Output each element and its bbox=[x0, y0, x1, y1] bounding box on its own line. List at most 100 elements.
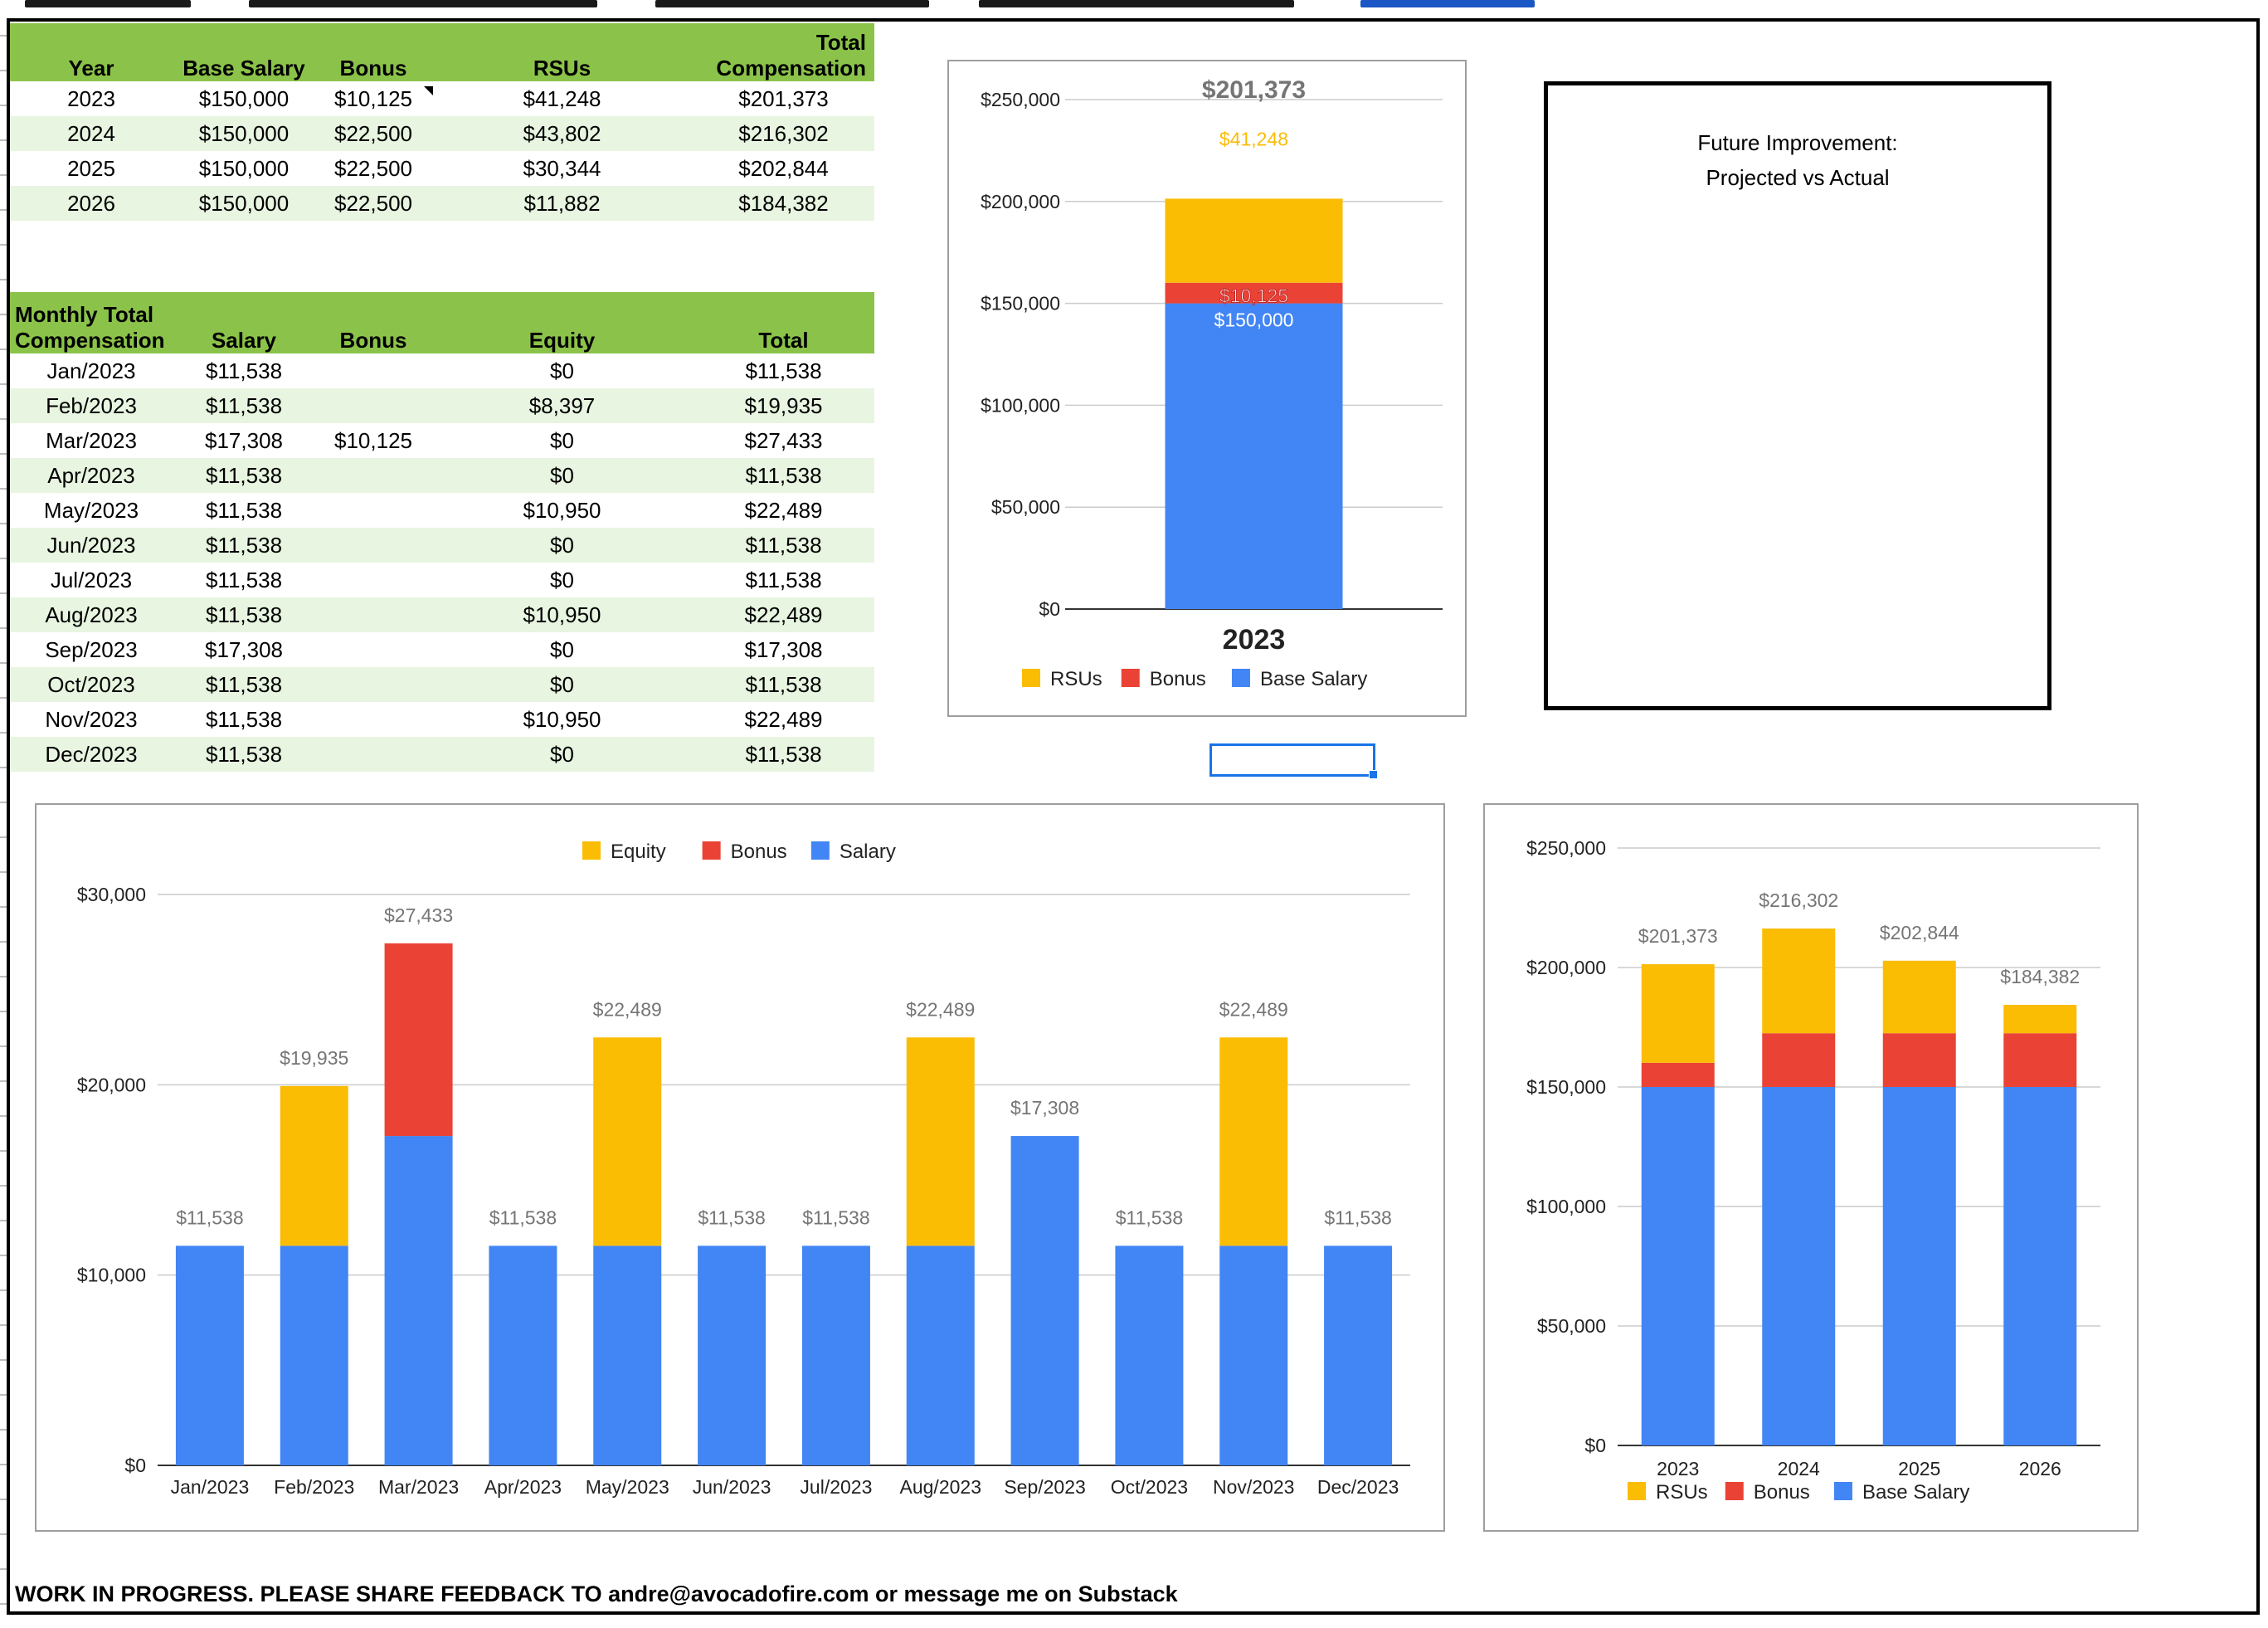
table-cell[interactable]: $11,538 bbox=[173, 597, 315, 632]
table-cell[interactable]: $0 bbox=[431, 667, 693, 702]
table-cell[interactable]: $0 bbox=[550, 567, 574, 592]
table-cell[interactable] bbox=[315, 458, 431, 493]
fill-handle[interactable] bbox=[1369, 770, 1378, 779]
table-cell[interactable]: Mar/2023 bbox=[46, 427, 137, 453]
header-equity[interactable]: Equity bbox=[431, 292, 693, 353]
table-row: 2026 $150,000 $22,500 $11,882 $184,382 bbox=[10, 186, 874, 221]
table-cell[interactable]: $10,125 bbox=[334, 427, 412, 453]
table-cell[interactable]: May/2023 bbox=[43, 497, 139, 523]
table-cell[interactable]: $17,308 bbox=[744, 636, 823, 662]
table-cell[interactable]: $19,935 bbox=[693, 388, 874, 423]
table-cell[interactable] bbox=[315, 702, 431, 737]
table-cell[interactable] bbox=[315, 493, 431, 528]
table-cell[interactable] bbox=[315, 528, 431, 563]
table-cell[interactable]: Nov/2023 bbox=[45, 706, 138, 732]
table-cell[interactable]: $43,802 bbox=[431, 116, 693, 151]
header-rsus[interactable]: RSUs bbox=[431, 23, 693, 81]
comment-indicator[interactable] bbox=[424, 86, 433, 95]
header-monthly-total-compensation[interactable]: Monthly Total Compensation bbox=[10, 292, 173, 353]
table-cell[interactable]: Dec/2023 bbox=[10, 737, 173, 772]
table-cell[interactable]: $0 bbox=[431, 737, 693, 772]
table-cell[interactable]: $11,538 bbox=[173, 528, 315, 563]
header-base-salary[interactable]: Base Salary bbox=[173, 23, 315, 81]
table-cell[interactable]: 2023 bbox=[67, 85, 115, 111]
table-cell[interactable]: $11,538 bbox=[173, 667, 315, 702]
table-cell[interactable]: $0 bbox=[550, 636, 574, 662]
table-cell[interactable]: $11,538 bbox=[205, 706, 283, 732]
table-cell[interactable]: $0 bbox=[431, 528, 693, 563]
table-cell[interactable]: $216,302 bbox=[693, 116, 874, 151]
header-year[interactable]: Year bbox=[10, 23, 173, 81]
table-cell[interactable]: $11,538 bbox=[173, 388, 315, 423]
header-total[interactable]: Total bbox=[693, 292, 874, 353]
row-gutter-mark bbox=[0, 871, 7, 873]
table-cell[interactable]: $10,950 bbox=[431, 597, 693, 632]
table-cell[interactable]: $150,000 bbox=[198, 155, 290, 181]
table-cell[interactable]: $201,373 bbox=[738, 85, 829, 111]
table-cell[interactable]: $11,538 bbox=[693, 667, 874, 702]
table-cell[interactable] bbox=[315, 388, 431, 423]
table-cell[interactable]: 2024 bbox=[10, 116, 173, 151]
table-cell[interactable]: $150,000 bbox=[173, 186, 315, 221]
table-cell[interactable]: $22,500 bbox=[315, 116, 431, 151]
table-cell[interactable]: $150,000 bbox=[198, 85, 290, 111]
table-cell[interactable]: Jan/2023 bbox=[46, 358, 136, 383]
table-cell[interactable]: 2026 bbox=[10, 186, 173, 221]
table-cell[interactable]: 2025 bbox=[67, 155, 115, 181]
row-gutter-mark bbox=[0, 802, 7, 803]
table-cell[interactable]: $22,500 bbox=[334, 155, 412, 181]
table-cell[interactable]: Feb/2023 bbox=[10, 388, 173, 423]
table-cell[interactable]: $11,538 bbox=[693, 737, 874, 772]
table-cell[interactable]: $22,500 bbox=[315, 186, 431, 221]
table-cell[interactable]: $150,000 bbox=[173, 116, 315, 151]
table-cell[interactable]: $10,950 bbox=[523, 706, 601, 732]
table-cell[interactable]: $11,538 bbox=[745, 358, 822, 383]
table-cell[interactable]: $11,538 bbox=[693, 528, 874, 563]
header-total-compensation[interactable]: Total Compensation bbox=[693, 23, 874, 81]
table-cell[interactable]: Sep/2023 bbox=[45, 636, 138, 662]
table-cell[interactable] bbox=[315, 563, 431, 597]
table-cell[interactable]: $11,538 bbox=[205, 567, 283, 592]
table-cell[interactable]: $27,433 bbox=[744, 427, 823, 453]
table-cell[interactable]: $8,397 bbox=[431, 388, 693, 423]
table-cell[interactable]: $11,538 bbox=[205, 358, 283, 383]
selected-cell[interactable] bbox=[1209, 743, 1378, 779]
chart-monthly-panel[interactable]: $0 $10,000 $20,000 $30,000 $11,538 Jan/2023 $1… bbox=[35, 803, 1445, 1532]
table-cell[interactable]: $17,308 bbox=[205, 427, 283, 453]
header-bonus[interactable]: Bonus bbox=[315, 23, 431, 81]
table-cell[interactable]: $202,844 bbox=[738, 155, 829, 181]
table-cell[interactable]: $11,538 bbox=[745, 567, 822, 592]
table-cell[interactable]: $22,489 bbox=[693, 597, 874, 632]
table-cell[interactable]: Oct/2023 bbox=[10, 667, 173, 702]
table-cell[interactable]: $41,248 bbox=[523, 85, 601, 111]
table-cell[interactable]: $22,489 bbox=[744, 706, 823, 732]
table-cell[interactable]: $11,538 bbox=[173, 737, 315, 772]
table-cell[interactable]: $0 bbox=[431, 458, 693, 493]
table-cell[interactable]: $0 bbox=[550, 358, 574, 383]
table-cell[interactable] bbox=[315, 597, 431, 632]
bar-segment-base-salary bbox=[2003, 1087, 2077, 1445]
table-cell[interactable]: $30,344 bbox=[523, 155, 601, 181]
table-cell[interactable]: $17,308 bbox=[205, 636, 283, 662]
table-cell[interactable]: Jun/2023 bbox=[10, 528, 173, 563]
table-cell[interactable]: $11,538 bbox=[205, 497, 283, 523]
table-cell[interactable]: Aug/2023 bbox=[10, 597, 173, 632]
table-cell[interactable] bbox=[315, 737, 431, 772]
table-cell[interactable]: $11,882 bbox=[431, 186, 693, 221]
table-cell[interactable]: Apr/2023 bbox=[10, 458, 173, 493]
table-cell[interactable]: $10,125 bbox=[334, 85, 412, 111]
table-cell[interactable] bbox=[315, 353, 431, 388]
header-salary[interactable]: Salary bbox=[173, 292, 315, 353]
chart-annual-panel[interactable]: $0 $50,000 $100,000 $150,000 $200,000 $250,00… bbox=[1483, 803, 2139, 1532]
chart-2023-panel[interactable]: $0 $50,000 $100,000 $150,000 $200,000 $250,00… bbox=[947, 60, 1467, 717]
header-bonus[interactable]: Bonus bbox=[315, 292, 431, 353]
table-cell[interactable]: $10,950 bbox=[523, 497, 601, 523]
table-cell[interactable] bbox=[315, 632, 431, 667]
table-cell[interactable]: Jul/2023 bbox=[50, 567, 133, 592]
table-cell[interactable]: $22,489 bbox=[744, 497, 823, 523]
table-cell[interactable] bbox=[315, 667, 431, 702]
table-cell[interactable]: $0 bbox=[550, 427, 574, 453]
table-cell[interactable]: $11,538 bbox=[173, 458, 315, 493]
table-cell[interactable]: $11,538 bbox=[693, 458, 874, 493]
table-cell[interactable]: $184,382 bbox=[693, 186, 874, 221]
